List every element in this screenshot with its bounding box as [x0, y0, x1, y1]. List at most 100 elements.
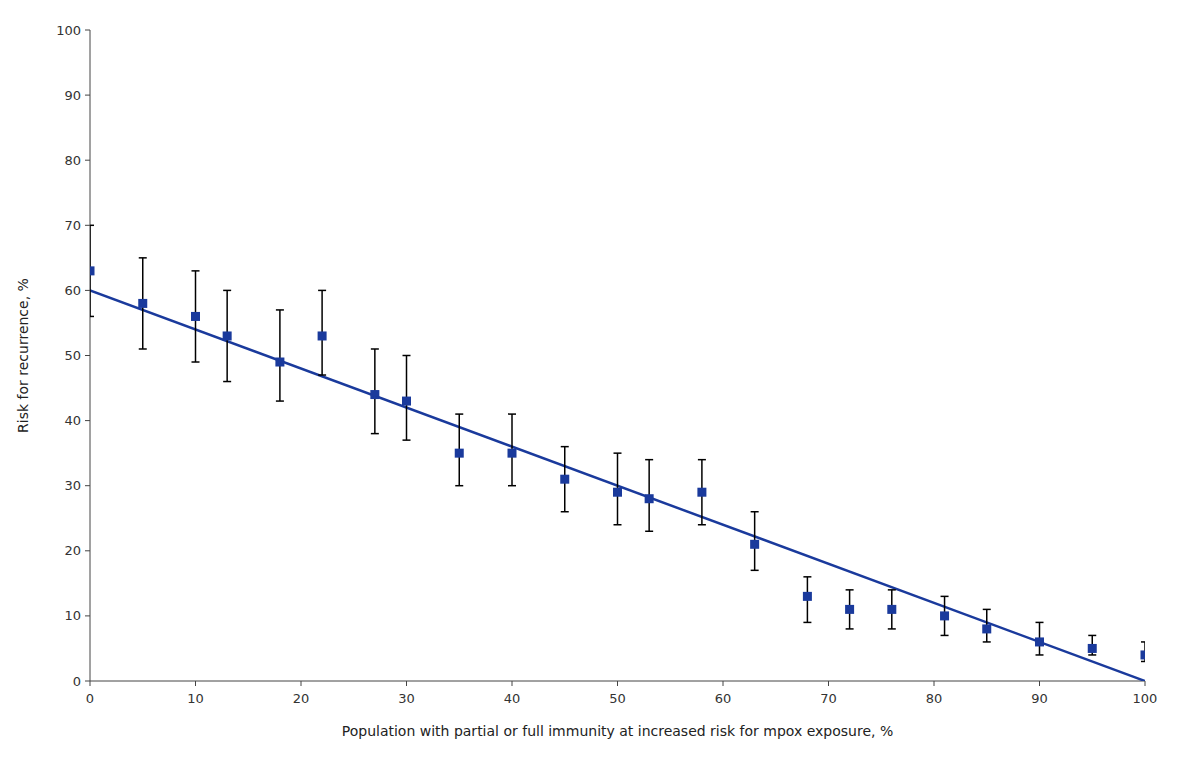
error-bar-cap — [941, 596, 949, 598]
error-bar-cap — [888, 628, 896, 630]
error-bar-cap — [983, 641, 991, 643]
y-tick-label: 100 — [56, 23, 81, 38]
point — [613, 488, 622, 497]
error-bar-cap — [276, 309, 284, 311]
x-tick — [195, 681, 196, 686]
error-bar — [941, 596, 949, 635]
error-bar — [1141, 642, 1145, 662]
error-bar-cap — [223, 290, 231, 292]
x-tick — [90, 681, 91, 686]
point — [1088, 644, 1097, 653]
error-bar — [803, 577, 811, 623]
y-tick-label: 10 — [64, 608, 81, 623]
x-tick-label: 30 — [398, 691, 415, 706]
error-bar-cap — [561, 511, 569, 513]
error-bar-cap — [614, 524, 622, 526]
point — [1141, 650, 1146, 659]
y-axis: 0102030405060708090100 — [56, 23, 90, 689]
x-tick-label: 90 — [1031, 691, 1048, 706]
x-tick-label: 100 — [1133, 691, 1158, 706]
x-tick-label: 50 — [609, 691, 626, 706]
x-tick — [828, 681, 829, 686]
y-tick-label: 30 — [64, 478, 81, 493]
x-tick-label: 10 — [187, 691, 204, 706]
point — [982, 624, 991, 633]
y-tick — [85, 225, 90, 226]
chart: 0102030405060708090100010203040506070809… — [0, 0, 1185, 761]
error-bar — [403, 356, 411, 441]
error-bar — [561, 447, 569, 512]
x-axis-title: Population with partial or full immunity… — [342, 723, 894, 739]
error-bar-cap — [318, 374, 326, 376]
y-tick-label: 70 — [64, 218, 81, 233]
x-tick — [301, 681, 302, 686]
y-tick — [85, 95, 90, 96]
point — [940, 611, 949, 620]
error-bar — [90, 225, 94, 316]
error-bar-cap — [803, 622, 811, 624]
point — [138, 299, 147, 308]
error-bar — [318, 290, 326, 375]
error-bar-cap — [751, 570, 759, 572]
y-tick-label: 90 — [64, 88, 81, 103]
y-tick — [85, 355, 90, 356]
error-bar-cap — [1036, 622, 1044, 624]
error-bar — [276, 310, 284, 401]
y-tick — [85, 485, 90, 486]
error-bar — [888, 590, 896, 629]
y-tick-label: 50 — [64, 348, 81, 363]
error-bar-cap — [90, 225, 94, 227]
error-bar-cap — [645, 531, 653, 533]
error-bar-cap — [276, 400, 284, 402]
y-tick-label: 20 — [64, 543, 81, 558]
plot-area — [90, 225, 1145, 681]
point — [455, 449, 464, 458]
x-axis: 0102030405060708090100 — [86, 681, 1158, 706]
error-bar-cap — [223, 381, 231, 383]
error-bar-cap — [139, 348, 147, 350]
point — [887, 605, 896, 614]
point — [90, 266, 95, 275]
error-bar-cap — [941, 635, 949, 637]
error-bar — [508, 414, 516, 486]
error-bar-cap — [888, 589, 896, 591]
error-bar — [139, 258, 147, 349]
error-bar-cap — [751, 511, 759, 513]
point — [508, 449, 517, 458]
x-tick — [617, 681, 618, 686]
y-tick-label: 40 — [64, 413, 81, 428]
x-tick — [1039, 681, 1040, 686]
trend-line — [90, 290, 1145, 681]
error-bar-cap — [403, 439, 411, 441]
y-axis-title: Risk for recurrence, % — [15, 278, 31, 433]
y-tick — [85, 160, 90, 161]
error-bar-cap — [455, 485, 463, 487]
error-bar-cap — [192, 270, 200, 272]
y-tick-label: 80 — [64, 153, 81, 168]
error-bar-cap — [508, 485, 516, 487]
x-tick-label: 20 — [293, 691, 310, 706]
error-bar-cap — [614, 452, 622, 454]
point — [191, 312, 200, 321]
error-bars — [90, 225, 1145, 661]
y-tick-label: 0 — [73, 674, 81, 689]
error-bar-cap — [698, 459, 706, 461]
error-bar — [1036, 622, 1044, 655]
x-tick — [934, 681, 935, 686]
point — [402, 397, 411, 406]
y-tick — [85, 290, 90, 291]
x-tick-label: 0 — [86, 691, 94, 706]
error-bar-cap — [139, 257, 147, 259]
y-tick — [85, 550, 90, 551]
point — [1035, 637, 1044, 646]
error-bar-cap — [561, 446, 569, 448]
error-bar-cap — [371, 433, 379, 435]
point — [645, 494, 654, 503]
y-tick — [85, 681, 90, 682]
x-tick — [406, 681, 407, 686]
y-tick — [85, 30, 90, 31]
points — [90, 266, 1145, 659]
error-bar-cap — [508, 413, 516, 415]
error-bar — [614, 453, 622, 525]
y-tick — [85, 420, 90, 421]
